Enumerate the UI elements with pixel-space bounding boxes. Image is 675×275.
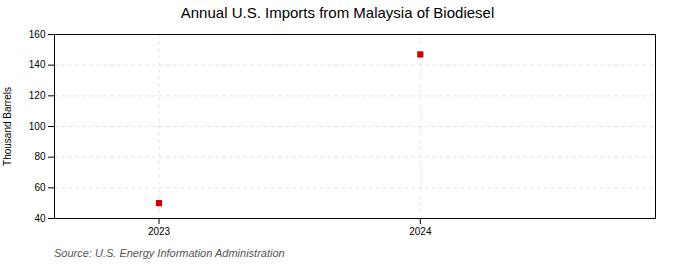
svg-text:2023: 2023 [148,226,171,237]
html-text:Annual U.S. Imports from Malay: Annual U.S. Imports from Malaysia of Bio… [180,4,495,21]
svg-text:2024: 2024 [409,226,432,237]
svg-text:140: 140 [29,59,46,70]
html-text:Source: U.S. Energy Informatio: Source: U.S. Energy Information Administ… [54,247,285,259]
svg-text:40: 40 [34,213,46,224]
svg-text:160: 160 [29,29,46,40]
svg-text:60: 60 [34,182,46,193]
svg-text:80: 80 [34,151,46,162]
svg-text:Thousand Barrels: Thousand Barrels [2,87,13,166]
svg-text:100: 100 [29,121,46,132]
svg-text:120: 120 [29,90,46,101]
